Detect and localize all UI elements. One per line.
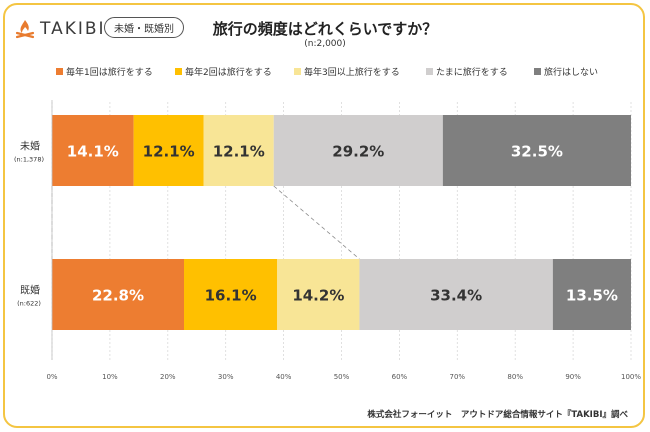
data-label: 14.1%: [67, 143, 119, 161]
data-label: 33.4%: [430, 287, 482, 305]
logo-text: TAKIBI: [40, 19, 106, 39]
data-label: 22.8%: [92, 287, 144, 305]
x-tick-label: 70%: [450, 373, 466, 381]
x-tick-label: 90%: [565, 373, 581, 381]
bar-segment: [52, 259, 185, 330]
legend-label: たまに旅行をする: [436, 66, 508, 78]
data-label: 14.2%: [292, 287, 344, 305]
legend-swatch: [294, 68, 301, 75]
chart-title: 旅行の頻度はどれくらいですか？: [212, 20, 438, 38]
campfire-icon: [15, 20, 35, 39]
x-tick-label: 60%: [392, 373, 408, 381]
data-label: 16.1%: [205, 287, 257, 305]
x-tick-label: 100%: [621, 373, 641, 381]
legend-swatch: [426, 68, 433, 75]
category-n-label: (n:622): [17, 300, 41, 308]
x-tick-label: 20%: [160, 373, 176, 381]
bar-segment: [133, 115, 204, 186]
bar-segment: [442, 115, 631, 186]
category-label: 未婚: [20, 140, 40, 153]
data-label: 29.2%: [332, 143, 384, 161]
bar-segment: [273, 115, 443, 186]
data-label: 12.1%: [143, 143, 195, 161]
x-tick-label: 40%: [276, 373, 292, 381]
x-tick-label: 50%: [334, 373, 350, 381]
connector-line: [273, 185, 360, 260]
bar-segment: [184, 259, 278, 330]
category-label: 既婚: [20, 284, 40, 297]
x-tick-label: 80%: [507, 373, 523, 381]
legend-label: 毎年1回は旅行をする: [66, 66, 153, 78]
category-n-label: (n:1,378): [14, 156, 44, 164]
legend-swatch: [175, 68, 182, 75]
x-tick-label: 30%: [218, 373, 234, 381]
takibi-logo: TAKIBI: [14, 18, 106, 40]
bar-segment: [277, 259, 360, 330]
bar-segment: [359, 259, 553, 330]
bar-segment: [52, 115, 134, 186]
bar-segment: [552, 259, 631, 330]
chart-subtitle: (n:2,000): [304, 39, 346, 49]
legend-label: 毎年2回は旅行をする: [185, 66, 272, 78]
data-label: 32.5%: [511, 143, 563, 161]
data-label: 13.5%: [566, 287, 618, 305]
legend-label: 旅行はしない: [544, 66, 598, 78]
data-label: 12.1%: [213, 143, 265, 161]
segment-badge: 未婚・既婚別: [104, 17, 184, 38]
legend-label: 毎年3回以上旅行をする: [304, 66, 400, 78]
source-note: 株式会社フォーイット アウトドア総合情報サイト『TAKIBI』調べ: [367, 410, 628, 420]
legend-swatch: [56, 68, 63, 75]
x-tick-label: 0%: [46, 373, 57, 381]
legend-swatch: [534, 68, 541, 75]
x-tick-label: 10%: [102, 373, 118, 381]
bar-segment: [203, 115, 274, 186]
